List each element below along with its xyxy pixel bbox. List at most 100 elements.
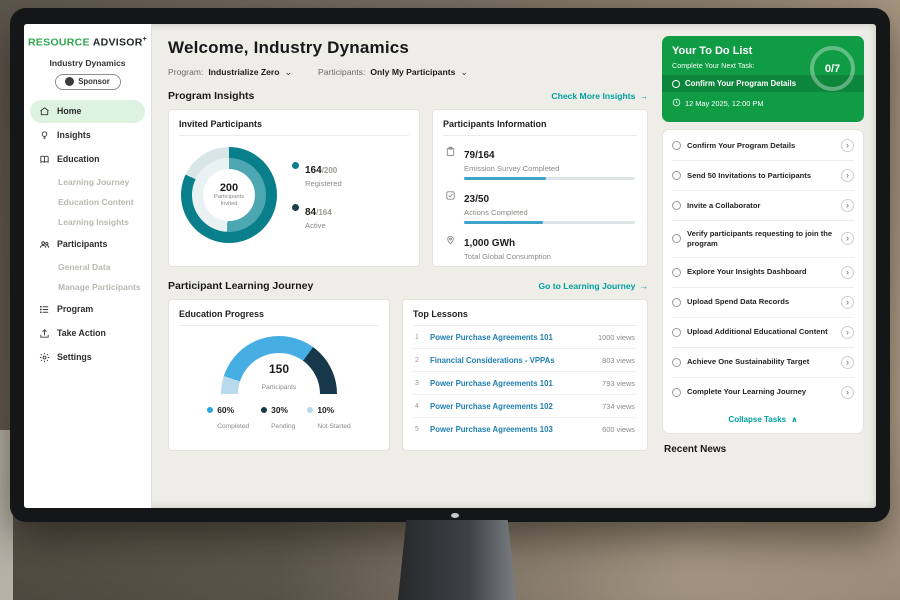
gauge-center-label: 150 Participants — [261, 362, 297, 391]
recent-news-title: Recent News — [664, 443, 727, 455]
learning-journey-header: Participant Learning Journey Go to Learn… — [168, 280, 648, 292]
sidebar-item-participants[interactable]: Participants — [30, 233, 145, 256]
task-checkbox-icon[interactable] — [672, 297, 681, 307]
sponsor-label: Sponsor — [78, 77, 110, 86]
dashboard-screen: RESOURCE ADVISOR+ Industry Dynamics Spon… — [24, 24, 876, 508]
sidebar-subitem-general-data[interactable]: General Data — [58, 261, 111, 272]
check-more-insights-link[interactable]: Check More Insights → — [551, 91, 648, 101]
completed-dot-icon — [207, 407, 214, 413]
sidebar-item-education[interactable]: Education — [30, 148, 145, 171]
task-checkbox-icon[interactable] — [672, 387, 681, 397]
sidebar-item-program[interactable]: Program — [30, 298, 145, 321]
pending-dot-icon — [261, 407, 268, 413]
sidebar-subitem-manage-participants[interactable]: Manage Participants — [58, 281, 141, 292]
monitor-power-light — [451, 513, 459, 518]
task-row-verify-participants[interactable]: Verify participants requesting to join t… — [672, 221, 854, 258]
sponsor-badge[interactable]: Sponsor — [54, 73, 121, 90]
bulb-icon — [39, 130, 50, 141]
task-row-send-invitations[interactable]: Send 50 Invitations to Participants › — [672, 161, 854, 191]
task-checkbox-icon[interactable] — [672, 171, 681, 180]
gauge-legend: 60% Completed 30% Pending 10% Not Started — [207, 405, 351, 433]
chevron-right-icon[interactable]: › — [841, 199, 854, 212]
chevron-down-icon: ⌄ — [284, 66, 293, 77]
sidebar-nav: Home Insights Education Learning Journey… — [24, 99, 151, 369]
task-row-explore-insights[interactable]: Explore Your Insights Dashboard › — [672, 258, 854, 288]
logo-plus: + — [142, 36, 148, 43]
page-title: Welcome, Industry Dynamics — [168, 38, 410, 57]
task-checkbox-icon[interactable] — [672, 357, 681, 367]
legend-registered: 164/200 Registered — [292, 160, 342, 188]
sidebar-subitem-learning-journey[interactable]: Learning Journey — [58, 176, 130, 187]
participants-value: Only My Participants — [370, 67, 456, 77]
task-row-confirm-program[interactable]: Confirm Your Program Details › — [672, 131, 854, 161]
chevron-right-icon[interactable]: › — [841, 295, 854, 309]
task-row-complete-learning-journey[interactable]: Complete Your Learning Journey › — [672, 378, 854, 407]
education-progress-gauge: 150 Participants — [221, 336, 337, 394]
task-checkbox-icon[interactable] — [672, 234, 681, 244]
lesson-row: 3 Power Purchase Agreements 101 793 view… — [413, 372, 637, 395]
emission-progress-bar — [464, 177, 635, 180]
upload-icon — [39, 328, 50, 339]
arrow-right-icon: → — [639, 91, 648, 101]
chevron-right-icon[interactable]: › — [841, 265, 854, 279]
legend-completed: 60% Completed — [207, 405, 249, 433]
todo-progress-ring: 0/7 — [810, 46, 855, 91]
participants-label: Participants: — [318, 67, 366, 77]
sidebar-item-settings[interactable]: Settings — [30, 346, 145, 369]
todo-task-list: Confirm Your Program Details › Send 50 I… — [662, 129, 864, 434]
sidebar-item-take-action[interactable]: Take Action — [30, 322, 145, 345]
sponsor-icon — [65, 77, 75, 86]
stat-emission-survey: 79/164 Emission Survey Completed — [443, 136, 637, 180]
participants-information-card: Participants Information 79/164 Emission… — [432, 109, 648, 267]
todo-subtitle: Complete Your Next Task: — [672, 61, 755, 70]
check-square-icon — [445, 190, 456, 201]
top-lessons-card: Top Lessons 1 Power Purchase Agreements … — [402, 299, 648, 451]
program-select[interactable]: Program: Industrialize Zero ⌄ — [168, 67, 292, 77]
task-checkbox-icon[interactable] — [672, 141, 681, 150]
task-row-sustainability-target[interactable]: Achieve One Sustainability Target › — [672, 348, 854, 378]
go-to-learning-journey-link[interactable]: Go to Learning Journey → — [538, 281, 648, 291]
pin-icon — [445, 234, 456, 245]
clipboard-icon — [445, 146, 456, 157]
lesson-row: 2 Financial Considerations - VPPAs 803 v… — [413, 349, 637, 372]
participants-information-title: Participants Information — [443, 119, 637, 136]
lesson-link[interactable]: Financial Considerations - VPPAs — [430, 355, 555, 365]
top-lessons-title: Top Lessons — [413, 309, 637, 326]
education-progress-title: Education Progress — [179, 309, 379, 326]
legend-active: 84/164 Active — [292, 202, 342, 230]
task-checkbox-icon[interactable] — [672, 201, 681, 210]
lesson-row: 4 Power Purchase Agreements 102 734 view… — [413, 395, 637, 418]
task-row-upload-educational-content[interactable]: Upload Additional Educational Content › — [672, 318, 854, 348]
chevron-right-icon[interactable]: › — [841, 232, 854, 246]
sidebar-item-home[interactable]: Home — [30, 99, 145, 123]
task-row-invite-collaborator[interactable]: Invite a Collaborator › — [672, 191, 854, 221]
todo-column: Your To Do List Complete Your Next Task:… — [660, 24, 876, 508]
book-icon — [39, 154, 50, 165]
lesson-link[interactable]: Power Purchase Agreements 101 — [430, 378, 553, 388]
list-icon — [39, 304, 50, 315]
lesson-link[interactable]: Power Purchase Agreements 102 — [430, 401, 553, 411]
collapse-tasks-link[interactable]: Collapse Tasks ∧ — [728, 414, 798, 424]
org-name: Industry Dynamics — [49, 57, 126, 68]
people-icon — [39, 239, 50, 250]
actions-progress-bar — [464, 221, 635, 224]
logo-advisor: ADVISOR — [92, 36, 143, 49]
sidebar-subitem-education-content[interactable]: Education Content — [58, 196, 134, 207]
sidebar-item-insights[interactable]: Insights — [30, 124, 145, 147]
chevron-right-icon[interactable]: › — [841, 169, 854, 182]
task-checkbox-icon[interactable] — [672, 267, 681, 277]
lesson-link[interactable]: Power Purchase Agreements 103 — [430, 424, 553, 434]
stat-actions-completed: 23/50 Actions Completed — [443, 180, 637, 224]
chevron-right-icon[interactable]: › — [841, 325, 854, 339]
wall-highlight — [0, 430, 13, 600]
task-checkbox-icon[interactable] — [672, 327, 681, 337]
chevron-right-icon[interactable]: › — [841, 355, 854, 369]
chevron-right-icon[interactable]: › — [841, 139, 854, 152]
participants-select[interactable]: Participants: Only My Participants ⌄ — [318, 67, 468, 77]
arrow-right-icon: → — [639, 281, 648, 291]
chevron-right-icon[interactable]: › — [841, 385, 854, 399]
todo-due: 12 May 2025, 12:00 PM — [672, 98, 854, 109]
task-row-upload-spend-data[interactable]: Upload Spend Data Records › — [672, 288, 854, 318]
sidebar-subitem-learning-insights[interactable]: Learning Insights — [58, 216, 129, 227]
lesson-link[interactable]: Power Purchase Agreements 101 — [430, 332, 553, 342]
